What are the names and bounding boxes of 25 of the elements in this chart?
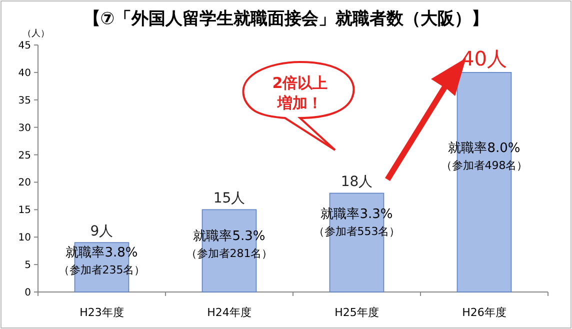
y-tick-label: 40 — [18, 68, 31, 79]
x-tick-label: H23年度 — [80, 306, 124, 319]
x-tick-label: H25年度 — [334, 306, 379, 319]
data-label: 15人 — [213, 190, 246, 207]
annotation: （参加者235名） — [58, 263, 146, 276]
data-label: 9人 — [90, 224, 114, 240]
y-tick-label: 15 — [18, 205, 31, 216]
annotation: （参加者498名） — [440, 159, 528, 172]
data-label: 18人 — [340, 174, 373, 190]
y-tick-label: 25 — [18, 150, 31, 162]
annotation: （参加者281名） — [186, 246, 273, 260]
y-tick-label: 10 — [18, 232, 31, 244]
annotation: （参加者553名） — [313, 224, 400, 238]
y-axis-title: （人） — [22, 28, 50, 39]
y-tick-label: 5 — [24, 260, 31, 272]
x-tick-label: H26年度 — [462, 306, 506, 319]
chart-title: 【⑦「外国人留学生就職面接会」就職者数（大阪）】 — [83, 9, 489, 29]
y-tick-label: 30 — [18, 122, 31, 134]
data-label: 40人 — [462, 46, 507, 70]
y-tick-label: 0 — [24, 288, 31, 298]
y-tick-label: 35 — [18, 95, 31, 106]
y-tick-label: 20 — [18, 178, 31, 189]
annotation: 2倍以上増加！ — [272, 74, 328, 112]
x-tick-label: H24年度 — [207, 306, 252, 319]
y-tick-label: 45 — [18, 40, 31, 52]
